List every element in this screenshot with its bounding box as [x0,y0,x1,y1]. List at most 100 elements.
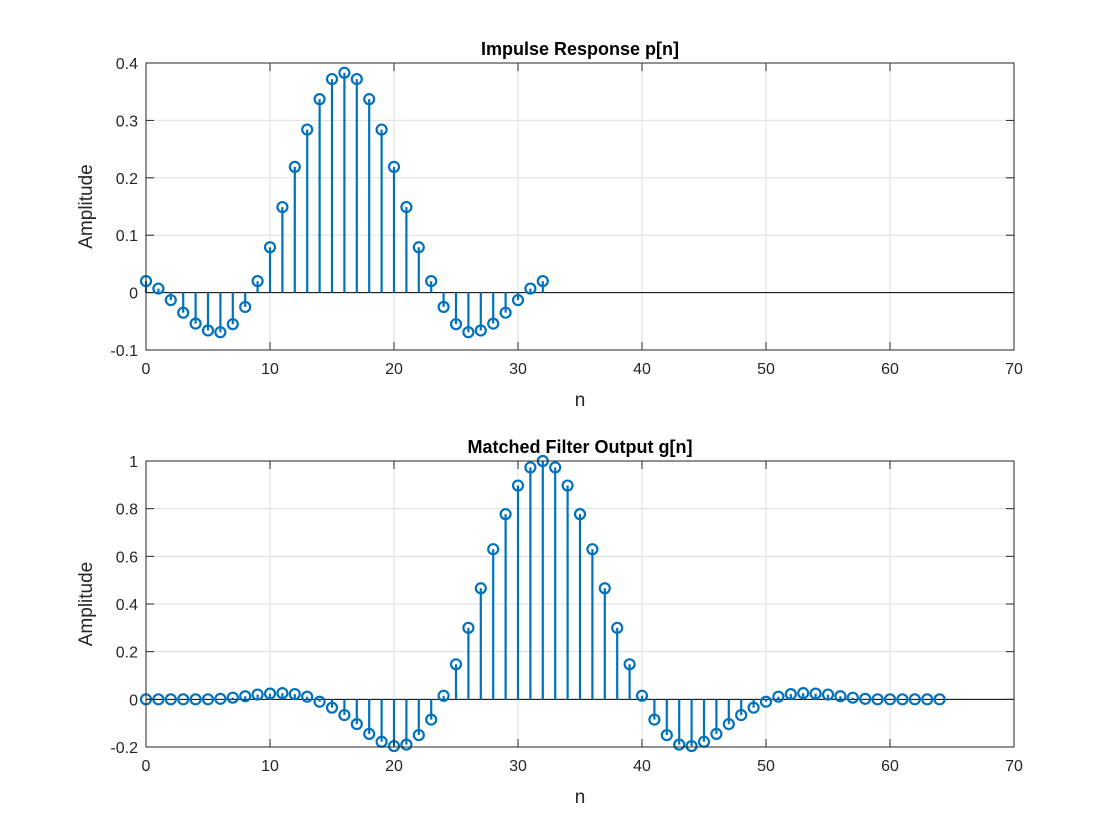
chart0-marker-22 [412,241,425,254]
chart0-marker-10 [263,241,277,254]
chart0-marker-30 [511,293,525,307]
chart1-ytick-label-3: 0.4 [116,597,138,614]
chart0-marker-20 [387,160,401,173]
chart0-marker-5 [201,324,215,337]
chart0-xtick-label-7: 70 [1005,361,1023,378]
chart0-marker-28 [487,317,500,330]
chart1-marker-37 [598,582,611,595]
chart1-marker-48 [735,708,748,722]
matched-filter-axes: 0 10 20 30 40 50 60 70-0.200.20.40.60.81Matched… [76,437,1023,808]
chart1-marker-26 [462,621,475,634]
chart0-xtick-label-0: 0 [142,361,151,378]
chart1-marker-10 [263,687,277,700]
chart0-marker-9 [251,275,264,288]
chart0-marker-1 [152,282,165,295]
chart0-marker-12 [288,160,301,173]
chart0-ytick-label-2: 0.1 [116,228,138,245]
chart0-marker-8 [239,300,252,314]
chart1-marker-23 [425,713,438,726]
chart0-marker-2 [164,293,177,307]
chart1-marker-29 [499,508,512,521]
chart0-marker-21 [400,200,413,214]
chart1-marker-17 [350,718,363,731]
chart0-marker-29 [499,306,512,319]
chart1-marker-59 [871,693,884,706]
chart1-marker-4 [189,693,202,706]
chart0-ytick-label-5: 0.4 [116,56,138,73]
chart1-marker-62 [908,693,921,706]
chart1-marker-38 [611,621,624,634]
chart1-marker-43 [673,738,686,751]
chart1-marker-12 [288,687,301,701]
chart1-ytick-label-0: -0.2 [110,740,138,757]
chart1-ytick-label-1: 0 [129,692,138,709]
chart0-marker-23 [425,275,438,288]
chart1-marker-60 [883,693,897,706]
chart0-marker-4 [189,317,202,330]
chart1-marker-54 [809,687,822,700]
chart0-marker-7 [226,318,239,331]
chart1-marker-47 [722,718,735,731]
chart0-plot-area [146,63,1014,350]
chart0-xtick-label-4: 40 [633,361,651,378]
chart1-marker-51 [772,690,785,703]
chart1-marker-25 [449,658,463,671]
chart0-marker-3 [177,306,190,319]
chart0-ytick-label-0: -0.1 [110,343,138,360]
chart1-marker-22 [412,728,425,742]
chart1-marker-56 [834,690,847,703]
chart1-marker-55 [821,688,835,701]
chart1-marker-13 [301,690,314,703]
chart0-xlabel: n [575,390,586,411]
chart1-marker-39 [623,658,636,671]
chart1-marker-46 [710,727,723,740]
chart1-marker-6 [214,692,227,705]
chart1-marker-35 [573,508,587,521]
chart0-marker-17 [350,72,363,86]
chart1-marker-34 [561,479,574,492]
chart0-marker-32 [536,275,549,288]
chart1-xtick-label-4: 40 [633,758,651,775]
chart1-xtick-label-0: 0 [142,758,151,775]
chart1-marker-24 [437,689,450,702]
chart1-marker-30 [511,479,525,492]
chart0-marker-16 [338,66,351,79]
chart1-marker-11 [276,687,289,700]
chart0-marker-25 [449,318,463,331]
chart1-marker-8 [239,690,252,703]
chart0-marker-19 [375,123,388,136]
chart1-ylabel: Amplitude [76,562,97,647]
chart1-marker-50 [759,695,773,708]
chart0-marker-31 [524,282,537,295]
chart0-marker-13 [301,123,314,136]
chart1-marker-52 [784,687,797,701]
chart1-marker-42 [660,728,673,742]
chart0-marker-15 [325,72,339,86]
chart1-xtick-label-7: 70 [1005,758,1023,775]
chart1-marker-58 [859,692,872,705]
impulse-response-axes: 0 10 20 30 40 50 60 70-0.100.10.20.30.4Impulse … [76,39,1023,411]
chart1-xtick-label-6: 60 [881,758,899,775]
chart1-marker-15 [325,701,339,714]
chart1-marker-33 [549,461,562,474]
chart0-xtick-label-2: 20 [385,361,403,378]
chart1-marker-40 [635,689,649,702]
chart0-xtick-label-1: 10 [261,361,279,378]
chart1-marker-41 [648,713,661,726]
chart1-marker-3 [177,693,190,706]
chart1-marker-27 [474,582,487,595]
chart1-marker-9 [251,688,264,701]
chart1-marker-53 [797,687,810,700]
chart0-ylabel: Amplitude [76,164,97,249]
chart0-axes-box [145,62,1015,351]
chart0-ytick-label-4: 0.3 [116,113,138,130]
chart0-xtick-label-6: 60 [881,361,899,378]
chart0-marker-14 [313,93,326,106]
chart1-marker-16 [338,708,351,722]
chart1-marker-21 [400,738,413,751]
chart1-title: Matched Filter Output g[n] [468,437,693,457]
chart1-marker-14 [313,695,326,708]
chart0-marker-26 [462,326,475,339]
chart0-marker-11 [276,200,289,214]
chart1-ytick-label-6: 1 [129,454,138,471]
